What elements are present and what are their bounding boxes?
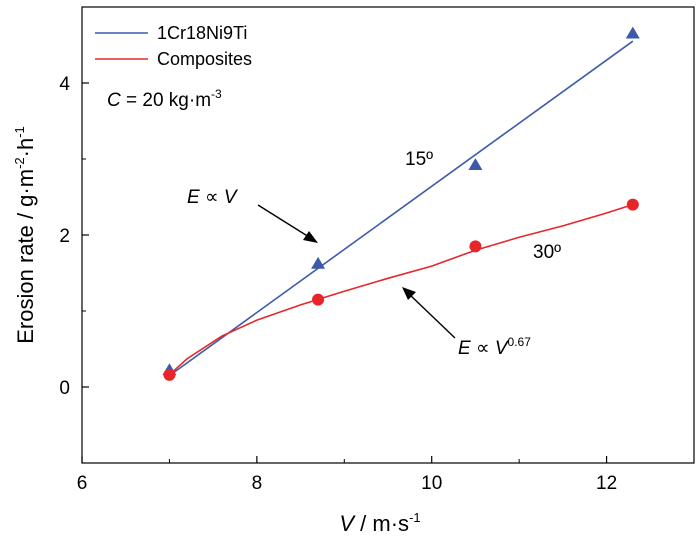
concentration-value: = 20 kg·m — [121, 90, 211, 111]
angle-label-30: 30º — [533, 242, 561, 263]
data-markers — [162, 26, 640, 381]
data-point-composites — [469, 240, 482, 253]
y-tick-label-4: 4 — [59, 74, 70, 95]
angle-label-15: 15º — [405, 149, 433, 170]
concentration-var: C — [107, 90, 121, 111]
arrow-power-head — [402, 287, 416, 300]
axis-ticks: 6 8 10 12 0 2 4 — [59, 6, 617, 494]
law-power-prop: ∝ — [471, 338, 495, 359]
law-power-exp: 0.67 — [508, 335, 532, 349]
arrow-power-shaft — [408, 293, 456, 339]
data-point-1cr18ni9ti — [311, 256, 326, 269]
annotation-arrows — [257, 204, 456, 339]
law-linear-e: E — [187, 187, 200, 208]
y-axis-text: Erosion rate / g·m — [13, 169, 38, 344]
arrow-linear-head — [303, 231, 318, 243]
y-axis-exp2: -1 — [12, 126, 27, 138]
legend: 1Cr18Ni9Ti Composites — [95, 23, 252, 69]
fit-line-1cr18ni9ti — [168, 40, 634, 377]
law-power-label: E ∝ V0.67 — [458, 335, 531, 359]
legend-label-composites: Composites — [157, 49, 252, 69]
concentration-exp: -3 — [211, 87, 222, 101]
x-axis-title: V / m·s-1 — [339, 510, 420, 536]
data-point-composites — [163, 368, 176, 381]
x-tick-label-6: 6 — [77, 473, 88, 494]
data-point-composites — [626, 198, 639, 211]
data-point-1cr18ni9ti — [468, 158, 483, 170]
fit-lines — [168, 40, 634, 377]
x-tick-label-12: 12 — [596, 473, 617, 494]
law-power-v: V — [495, 338, 510, 359]
law-linear-prop: ∝ — [200, 187, 224, 208]
y-tick-label-2: 2 — [59, 226, 70, 247]
x-axis-var: V — [339, 511, 356, 536]
arrow-linear-shaft — [257, 204, 310, 238]
y-tick-label-0: 0 — [59, 378, 70, 399]
x-tick-label-10: 10 — [421, 473, 442, 494]
fit-line-composites — [168, 203, 634, 376]
y-axis-exp1: -2 — [12, 157, 27, 169]
law-linear-v: V — [224, 187, 239, 208]
y-axis-title: Erosion rate / g·m-2·h-1 — [12, 126, 38, 344]
law-power-e: E — [458, 338, 471, 359]
plot-frame — [81, 6, 695, 464]
x-axis-unit: m·s — [372, 511, 409, 536]
x-axis-exp: -1 — [409, 510, 421, 525]
data-point-composites — [312, 293, 325, 306]
x-axis-sep: / — [354, 511, 372, 536]
y-axis-mid: ·h — [13, 138, 38, 158]
concentration-label: C = 20 kg·m-3 — [107, 87, 222, 111]
data-point-1cr18ni9ti — [625, 26, 640, 39]
legend-label-1cr18ni9ti: 1Cr18Ni9Ti — [157, 23, 247, 43]
law-linear-label: E ∝ V — [187, 187, 239, 208]
x-tick-label-8: 8 — [252, 473, 263, 494]
